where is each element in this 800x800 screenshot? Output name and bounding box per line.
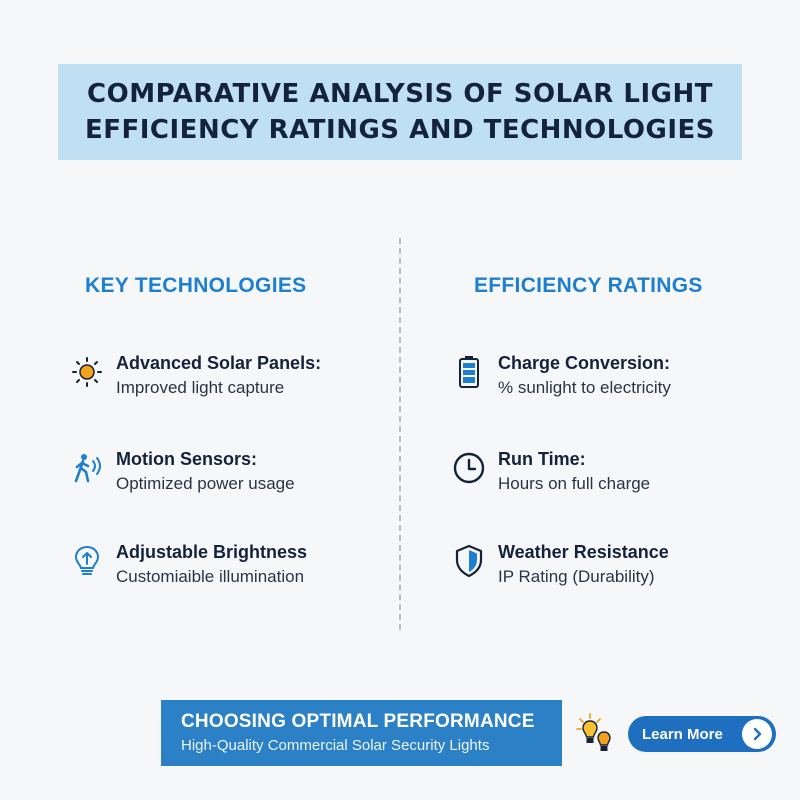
cta-title: CHOOSING OPTIMAL PERFORMANCE (181, 711, 535, 732)
title-line-1: COMPARATIVE ANALYSIS OF SOLAR LIGHT (87, 79, 713, 109)
rating-label: Weather Resistance (498, 542, 669, 562)
cta-banner: CHOOSING OPTIMAL PERFORMANCE High-Qualit… (161, 700, 562, 766)
chevron-right-icon (742, 719, 772, 749)
rating-item-charge-conversion: Charge Conversion: % sunlight to electri… (452, 351, 671, 401)
rating-item-weather-resistance: Weather Resistance IP Rating (Durability… (452, 540, 669, 590)
rating-desc: Hours on full charge (498, 474, 651, 493)
learn-more-button[interactable]: Learn More (628, 716, 776, 752)
rating-desc: IP Rating (Durability) (498, 567, 655, 586)
battery-icon (452, 355, 486, 389)
tech-item-adjustable-brightness: Adjustable Brightness Customiaible illum… (70, 540, 307, 590)
tech-label: Motion Sensors: (116, 449, 258, 469)
rating-item-run-time: Run Time: Hours on full charge (452, 447, 650, 497)
rating-label: Charge Conversion: (498, 353, 671, 373)
page-title: COMPARATIVE ANALYSIS OF SOLAR LIGHT EFFI… (85, 76, 715, 148)
cta-subtitle: High-Quality Commercial Solar Security L… (181, 737, 490, 754)
learn-more-label: Learn More (642, 725, 723, 743)
clock-icon (452, 451, 486, 485)
tech-label: Adjustable Brightness (116, 542, 308, 562)
tech-label: Advanced Solar Panels: (116, 353, 322, 373)
efficiency-ratings-heading: EFFICIENCY RATINGS (474, 274, 703, 297)
title-banner: COMPARATIVE ANALYSIS OF SOLAR LIGHT EFFI… (58, 64, 742, 160)
key-technologies-heading: KEY TECHNOLOGIES (85, 274, 307, 297)
tech-desc: Improved light capture (116, 378, 285, 397)
lightbulb-icon (70, 544, 104, 578)
lightbulbs-icon (576, 712, 616, 756)
column-divider (399, 238, 401, 630)
tech-item-motion-sensors: Motion Sensors: Optimized power usage (70, 447, 295, 497)
rating-desc: % sunlight to electricity (498, 378, 671, 397)
tech-desc: Customiaible illumination (116, 567, 305, 586)
motion-sensor-icon (70, 451, 104, 485)
tech-desc: Optimized power usage (116, 474, 295, 493)
tech-item-solar-panels: Advanced Solar Panels: Improved light ca… (70, 351, 321, 401)
rating-label: Run Time: (498, 449, 586, 469)
sun-icon (70, 355, 104, 389)
title-line-2: EFFICIENCY RATINGS AND TECHNOLOGIES (84, 115, 716, 145)
shield-icon (452, 544, 486, 578)
